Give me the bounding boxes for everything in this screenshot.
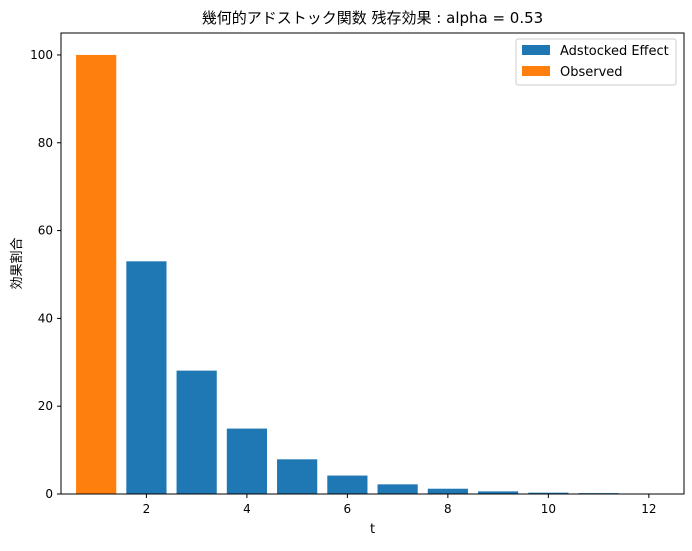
y-tick-label-0: 0 bbox=[45, 487, 53, 501]
y-tick-label-20: 20 bbox=[38, 399, 53, 413]
legend-label-adstocked: Adstocked Effect bbox=[560, 44, 669, 59]
bar-adstocked-t8 bbox=[428, 489, 468, 494]
bars-layer bbox=[76, 55, 669, 494]
bar-adstocked-t7 bbox=[378, 484, 418, 494]
bar-adstocked-t4 bbox=[227, 429, 267, 494]
x-axis: 2 4 6 8 10 12 bbox=[143, 494, 657, 516]
y-tick-label-60: 60 bbox=[38, 224, 53, 238]
x-tick-label-8: 8 bbox=[444, 502, 452, 516]
x-tick-label-12: 12 bbox=[641, 502, 656, 516]
y-axis-label: 効果割合 bbox=[9, 237, 25, 289]
legend-swatch-adstocked bbox=[522, 45, 550, 55]
y-tick-label-40: 40 bbox=[38, 311, 53, 325]
x-tick-label-4: 4 bbox=[243, 502, 251, 516]
legend: Adstocked Effect Observed bbox=[516, 39, 676, 85]
legend-label-observed: Observed bbox=[560, 65, 623, 80]
bar-adstocked-t6 bbox=[327, 476, 367, 494]
chart-title: 幾何的アドストック関数 残存効果 : alpha = 0.53 bbox=[202, 9, 543, 27]
x-tick-label-10: 10 bbox=[541, 502, 556, 516]
x-tick-label-6: 6 bbox=[344, 502, 352, 516]
bar-adstocked-t2 bbox=[126, 261, 166, 494]
x-axis-label: t bbox=[370, 522, 375, 537]
bar-observed-t1 bbox=[76, 55, 116, 494]
x-tick-label-2: 2 bbox=[143, 502, 151, 516]
bar-adstocked-t5 bbox=[277, 459, 317, 494]
y-axis: 0 20 40 60 80 100 bbox=[30, 48, 61, 501]
bar-adstocked-t3 bbox=[177, 371, 217, 494]
y-tick-label-100: 100 bbox=[30, 48, 53, 62]
legend-swatch-observed bbox=[522, 66, 550, 76]
y-tick-label-80: 80 bbox=[38, 136, 53, 150]
